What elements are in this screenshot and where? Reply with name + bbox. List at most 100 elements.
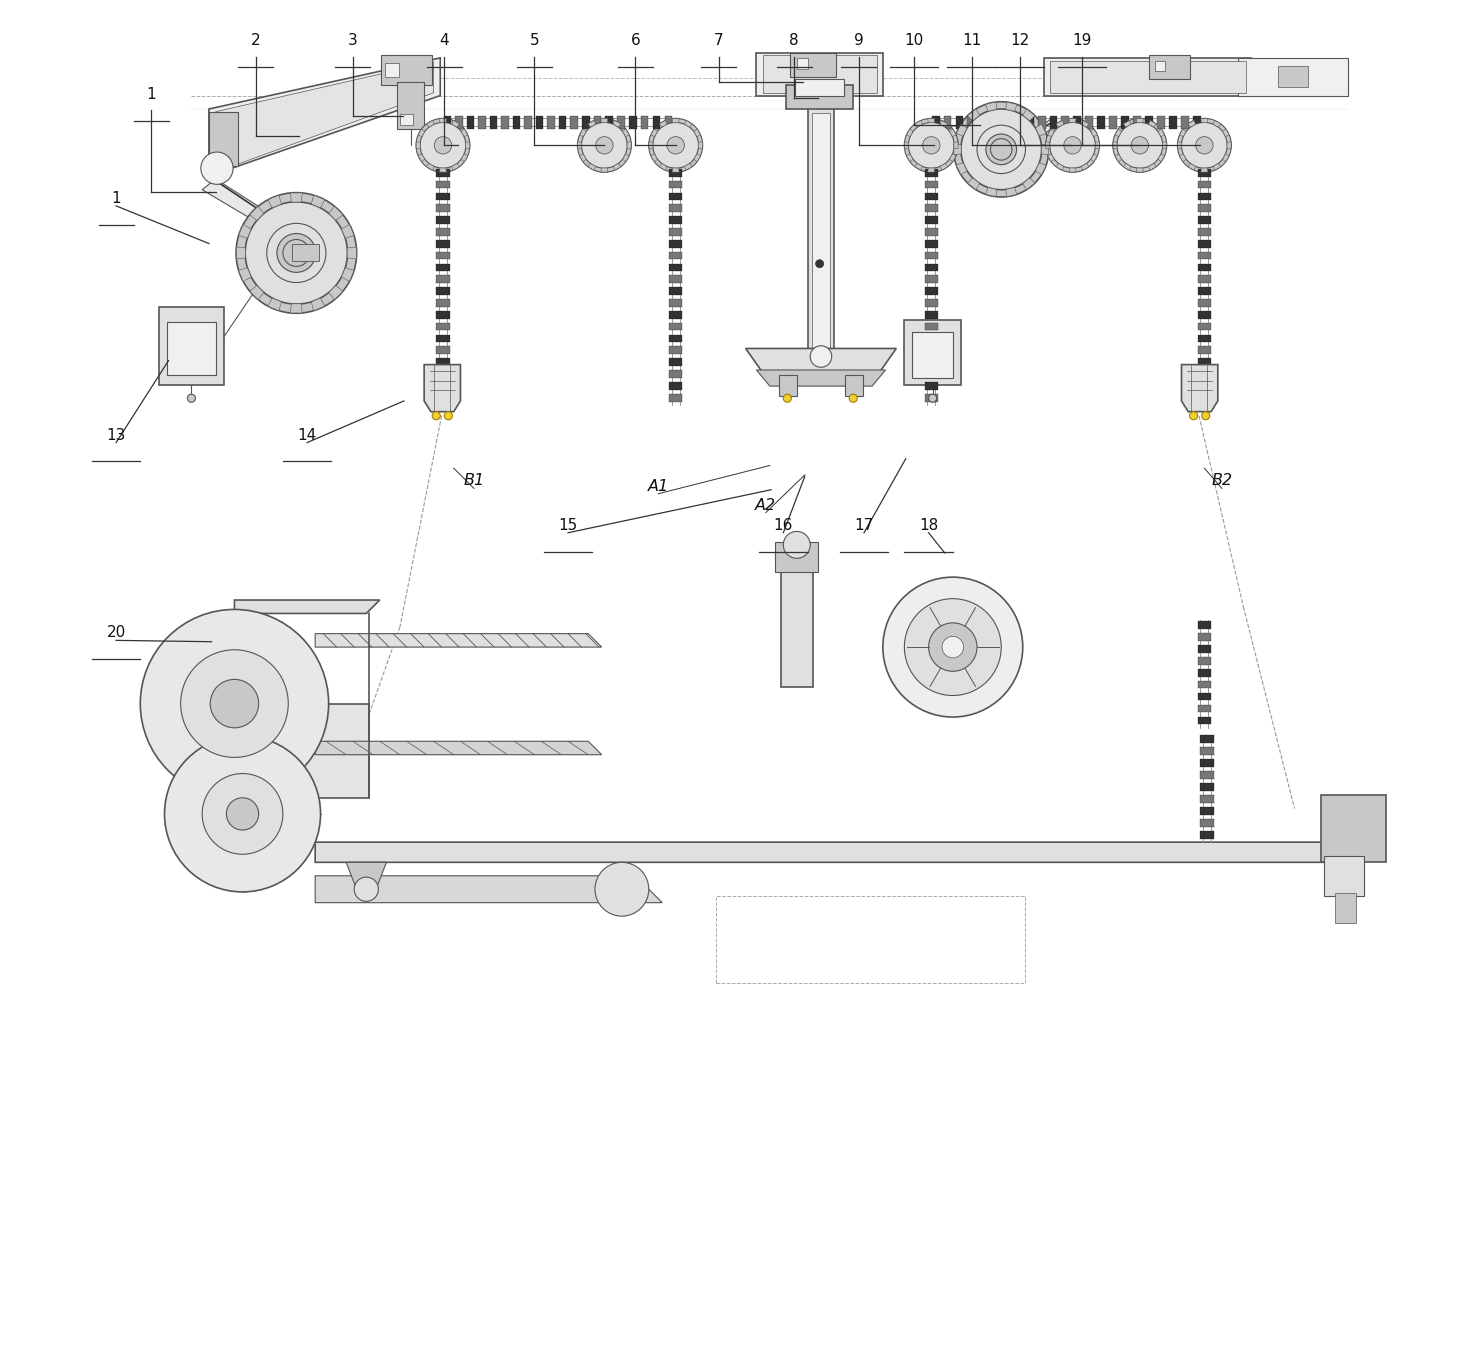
Text: 12: 12 <box>1011 34 1030 49</box>
Polygon shape <box>290 193 302 202</box>
Polygon shape <box>670 299 683 307</box>
Circle shape <box>595 863 649 917</box>
Polygon shape <box>670 193 683 201</box>
Polygon shape <box>1198 287 1211 295</box>
Polygon shape <box>1198 346 1211 355</box>
Polygon shape <box>268 195 282 208</box>
Polygon shape <box>249 286 264 299</box>
Polygon shape <box>1158 129 1164 136</box>
Polygon shape <box>1091 154 1097 162</box>
Bar <box>811 113 830 348</box>
Polygon shape <box>998 120 1055 170</box>
Circle shape <box>1177 119 1231 173</box>
Polygon shape <box>315 876 662 903</box>
Polygon shape <box>1121 116 1129 129</box>
Bar <box>775 542 818 572</box>
Circle shape <box>245 202 347 305</box>
Polygon shape <box>1198 168 1211 177</box>
Polygon shape <box>991 116 998 129</box>
Polygon shape <box>954 142 959 148</box>
Polygon shape <box>467 116 474 129</box>
Bar <box>781 553 813 687</box>
Polygon shape <box>1223 129 1230 136</box>
Polygon shape <box>1074 116 1081 129</box>
Polygon shape <box>623 129 629 136</box>
Polygon shape <box>925 311 938 318</box>
Polygon shape <box>1198 299 1211 307</box>
Polygon shape <box>670 240 683 248</box>
Polygon shape <box>436 205 449 212</box>
Polygon shape <box>1091 129 1097 136</box>
Circle shape <box>435 136 452 154</box>
Polygon shape <box>1049 116 1058 129</box>
Polygon shape <box>1198 681 1211 689</box>
Circle shape <box>909 123 954 168</box>
Polygon shape <box>490 116 498 129</box>
Polygon shape <box>985 187 996 197</box>
Polygon shape <box>670 322 683 330</box>
Polygon shape <box>1198 371 1211 377</box>
Polygon shape <box>524 116 533 129</box>
Polygon shape <box>436 181 449 189</box>
Polygon shape <box>239 268 251 282</box>
Polygon shape <box>746 348 896 371</box>
Polygon shape <box>670 205 683 212</box>
Text: 3: 3 <box>347 34 357 49</box>
Polygon shape <box>439 119 446 123</box>
Polygon shape <box>925 168 938 177</box>
Bar <box>1154 61 1166 71</box>
Polygon shape <box>1201 820 1214 826</box>
Polygon shape <box>925 322 938 330</box>
Polygon shape <box>950 154 956 162</box>
Polygon shape <box>1198 216 1211 224</box>
Polygon shape <box>1198 381 1211 390</box>
Bar <box>795 80 843 96</box>
Polygon shape <box>925 381 938 390</box>
Circle shape <box>1182 123 1227 168</box>
Text: 18: 18 <box>919 518 938 532</box>
Polygon shape <box>694 129 700 136</box>
Circle shape <box>236 193 356 313</box>
Polygon shape <box>956 163 967 175</box>
Polygon shape <box>623 154 629 162</box>
Polygon shape <box>1081 120 1088 127</box>
Polygon shape <box>1198 311 1211 318</box>
Polygon shape <box>1201 771 1214 779</box>
Text: 1: 1 <box>111 191 121 206</box>
Polygon shape <box>1198 359 1211 367</box>
Polygon shape <box>479 116 486 129</box>
Circle shape <box>226 798 258 830</box>
Polygon shape <box>928 119 935 123</box>
Text: B2: B2 <box>1211 473 1233 488</box>
Polygon shape <box>1069 119 1077 123</box>
Polygon shape <box>341 225 355 239</box>
Circle shape <box>181 650 289 758</box>
Bar <box>385 63 398 77</box>
Polygon shape <box>328 286 343 299</box>
Polygon shape <box>1227 142 1231 148</box>
Polygon shape <box>601 119 608 123</box>
Circle shape <box>1189 411 1198 419</box>
Polygon shape <box>1157 116 1164 129</box>
Polygon shape <box>925 240 938 248</box>
Bar <box>292 244 320 262</box>
Polygon shape <box>670 311 683 318</box>
Polygon shape <box>954 144 961 155</box>
Text: 16: 16 <box>773 518 794 532</box>
Polygon shape <box>906 129 913 136</box>
Polygon shape <box>944 116 951 129</box>
Polygon shape <box>1188 120 1195 127</box>
Polygon shape <box>315 842 1361 863</box>
Polygon shape <box>1023 178 1034 190</box>
Polygon shape <box>579 154 587 162</box>
Polygon shape <box>932 116 940 129</box>
Polygon shape <box>1188 163 1195 170</box>
Polygon shape <box>236 247 245 259</box>
Text: 10: 10 <box>905 34 924 49</box>
Polygon shape <box>670 228 683 236</box>
Polygon shape <box>756 53 883 96</box>
Polygon shape <box>1193 116 1201 129</box>
Text: 2: 2 <box>251 34 261 49</box>
Text: 19: 19 <box>1072 34 1091 49</box>
Polygon shape <box>659 163 667 170</box>
